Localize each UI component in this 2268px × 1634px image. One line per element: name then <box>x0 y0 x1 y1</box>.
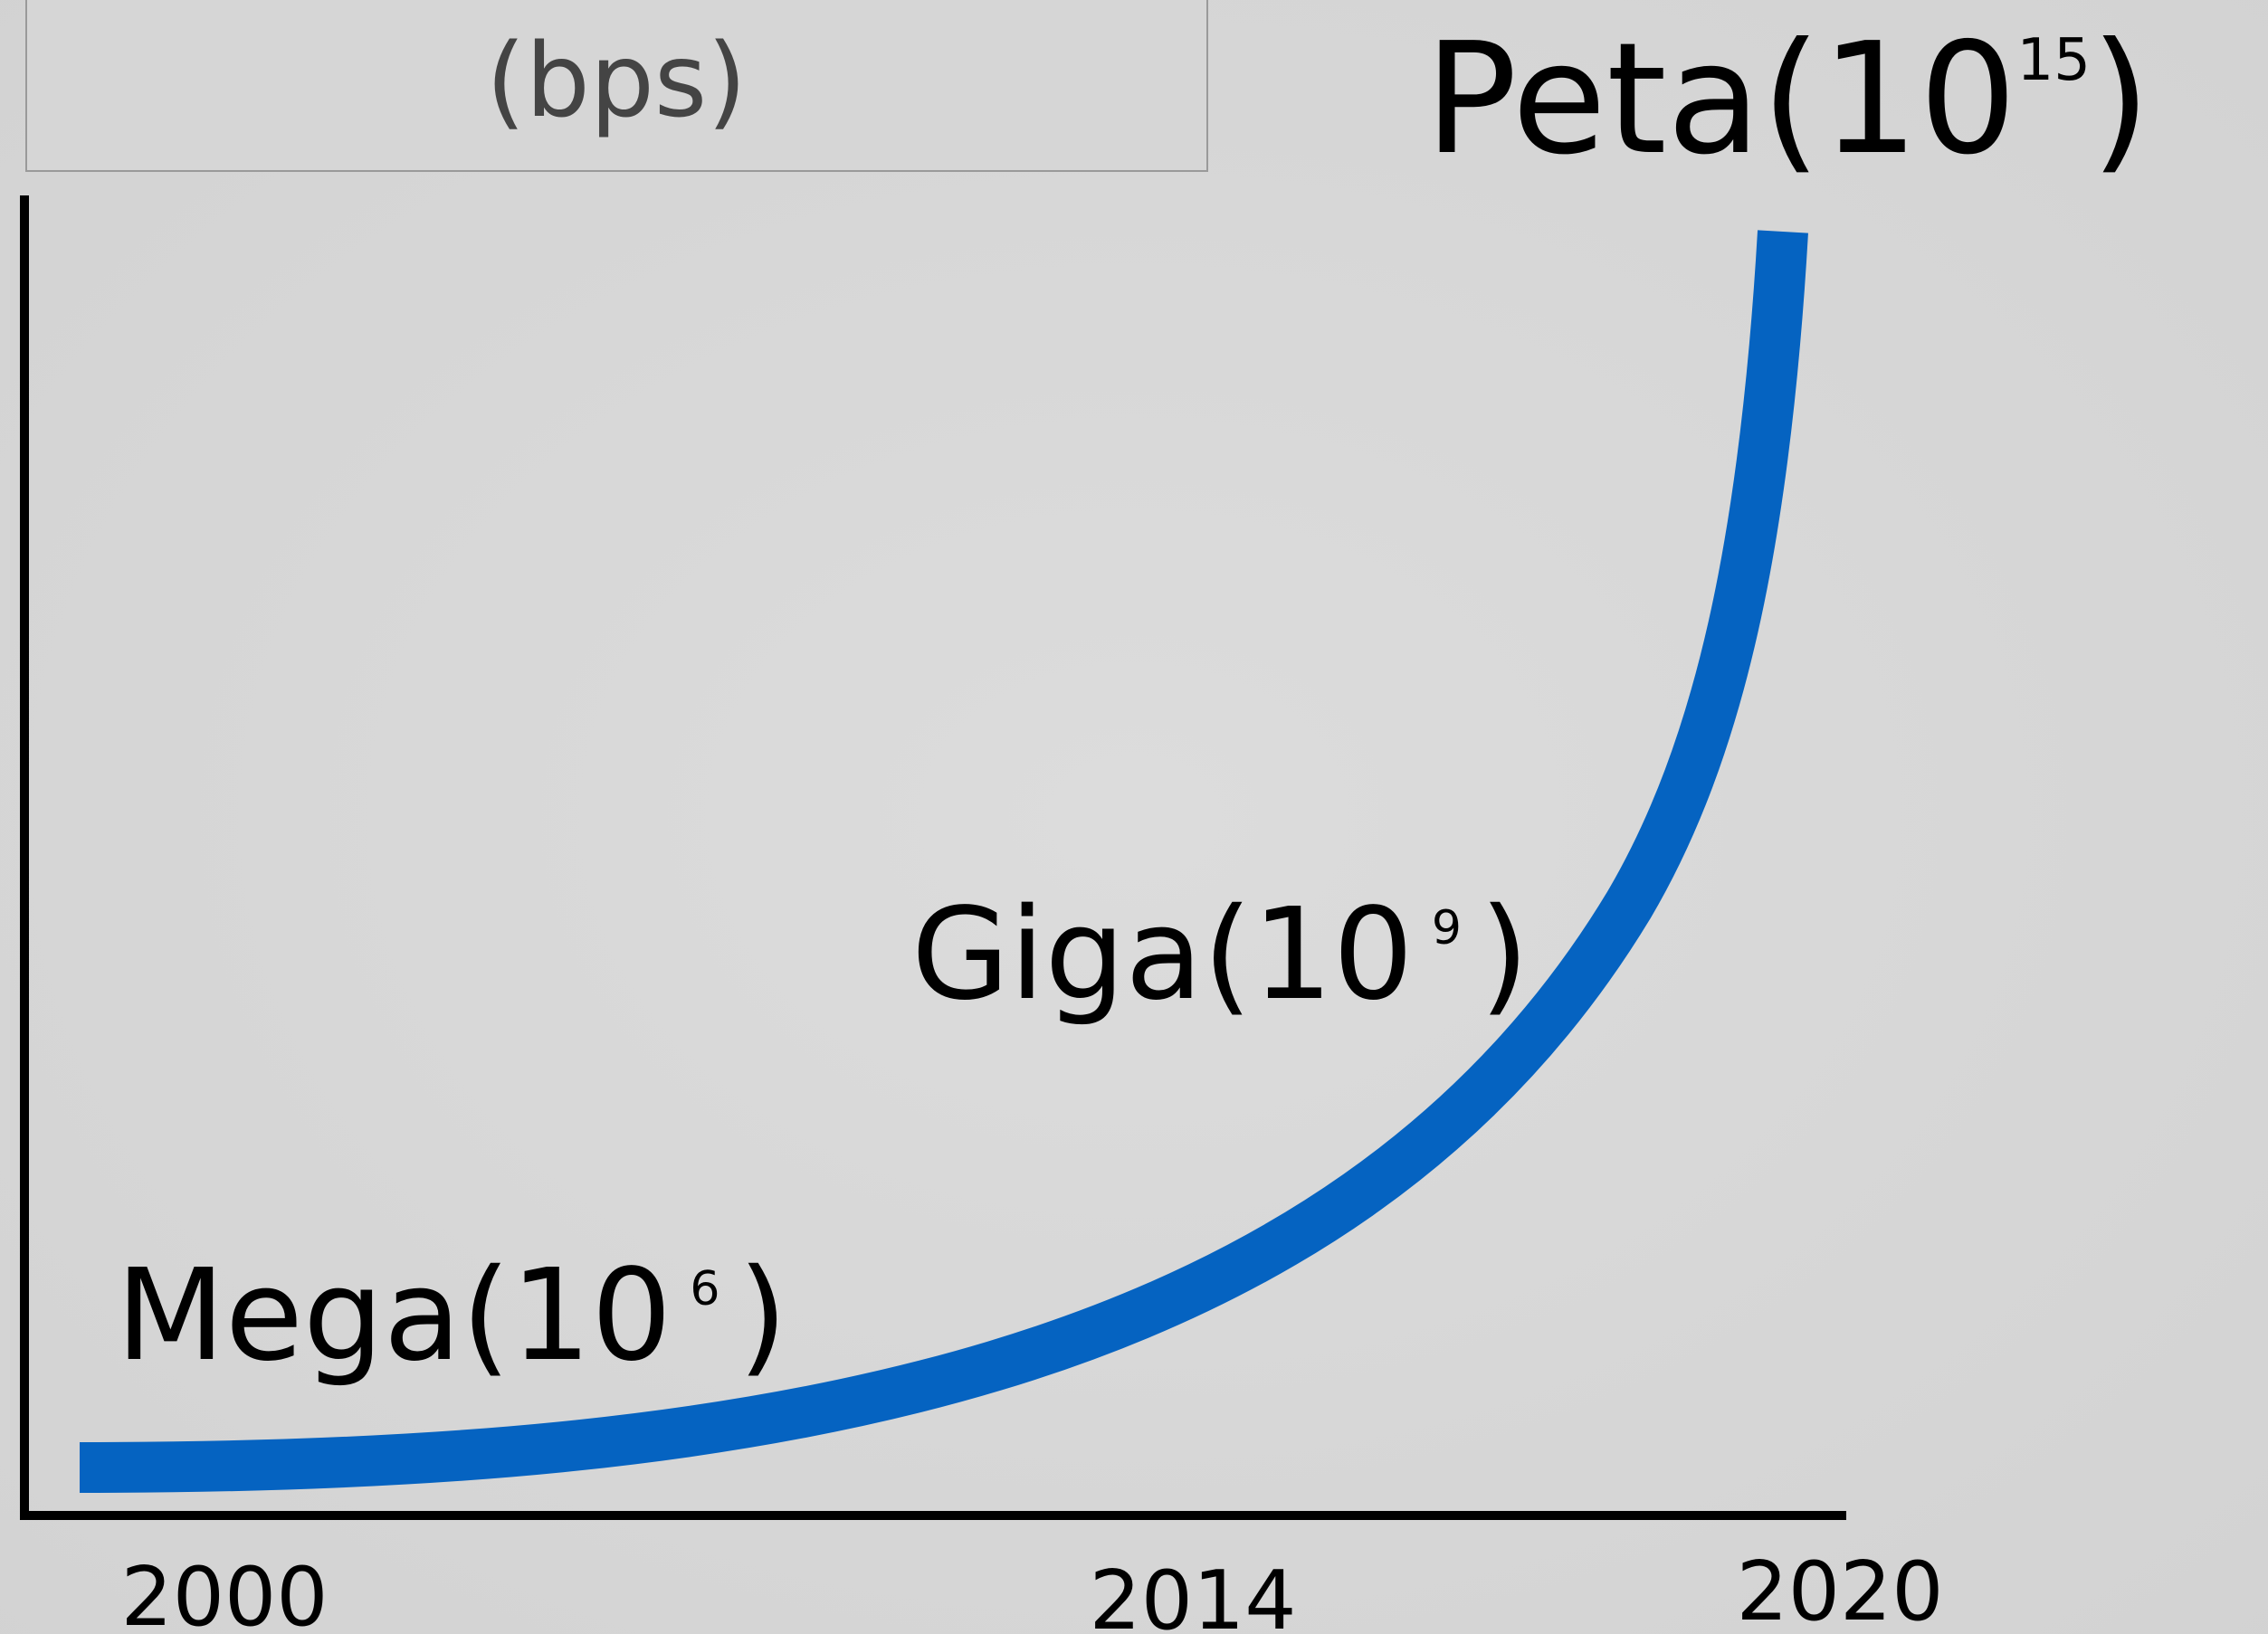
year-label: 2020 <box>1736 1544 1943 1634</box>
giga-label: Giga(10 9) <box>911 881 1529 1029</box>
peta-label: Peta(1015) <box>1425 10 2150 189</box>
year-label: 2000 <box>120 1550 328 1634</box>
growth-curve <box>79 230 1808 1493</box>
label-exponent: 15 <box>2017 27 2091 94</box>
label-exponent: 9 <box>1432 901 1462 955</box>
label-text: Giga(10 <box>911 881 1414 1029</box>
label-text: Peta(10 <box>1425 10 2017 189</box>
unit-box <box>25 0 1208 172</box>
label-text: ) <box>738 1242 787 1390</box>
year-label: 2014 <box>1089 1553 1296 1634</box>
unit-label: (bps) <box>486 23 747 140</box>
mega-label: Mega(10 6) <box>116 1242 787 1390</box>
label-text: ) <box>1480 881 1529 1029</box>
label-text: ) <box>2091 10 2150 189</box>
label-text: Mega(10 <box>116 1242 672 1390</box>
label-exponent: 6 <box>690 1262 719 1316</box>
